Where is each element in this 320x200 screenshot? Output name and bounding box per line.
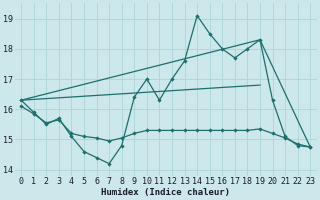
X-axis label: Humidex (Indice chaleur): Humidex (Indice chaleur) bbox=[101, 188, 230, 197]
